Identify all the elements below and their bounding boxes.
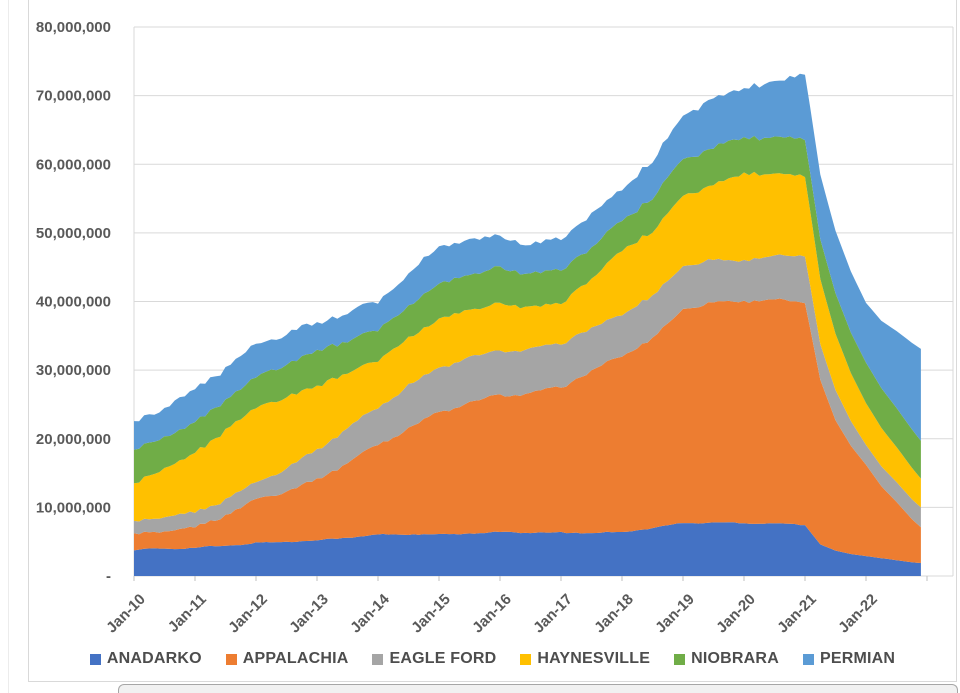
chart-object[interactable]: 80,000,000 70,000,000 60,000,000 50,000,000… <box>28 0 957 682</box>
y-tick-label: 80,000,000 <box>36 19 111 36</box>
legend-marker <box>89 653 101 665</box>
x-tick-label: Jan-18 <box>591 591 637 637</box>
area-series-anadarko[interactable] <box>134 522 921 576</box>
y-tick-label: 20,000,000 <box>36 431 111 448</box>
legend-marker <box>225 653 237 665</box>
legend-marker <box>520 653 532 665</box>
bottom-scroll-control[interactable] <box>118 684 958 693</box>
legend-item-anadarko[interactable]: ANADARKO <box>89 650 202 668</box>
area-series-haynesville[interactable] <box>134 171 921 522</box>
x-tick-label: Jan-17 <box>530 591 576 637</box>
legend-item-niobrara[interactable]: NIOBRARA <box>674 650 779 668</box>
legend-marker <box>372 653 384 665</box>
y-tick-label: - <box>106 568 111 585</box>
y-tick-label: 30,000,000 <box>36 362 111 379</box>
y-tick-label: 50,000,000 <box>36 225 111 242</box>
x-tick-label: Jan-15 <box>408 591 454 637</box>
legend-marker <box>674 653 686 665</box>
x-axis-ticks <box>133 576 928 581</box>
legend-item-appalachia[interactable]: APPALACHIA <box>225 650 349 668</box>
legend-label: EAGLE FORD <box>389 650 497 667</box>
area-series-eagle-ford[interactable] <box>134 254 921 535</box>
x-tick-label: Jan-21 <box>774 591 820 637</box>
y-tick-label: 70,000,000 <box>36 88 111 105</box>
x-tick-label: Jan-20 <box>713 591 759 637</box>
x-tick-label: Jan-13 <box>286 591 332 637</box>
x-tick-label: Jan-14 <box>347 590 393 636</box>
legend-label: PERMIAN <box>819 650 896 667</box>
legend-item-eagle-ford[interactable]: EAGLE FORD <box>372 650 496 668</box>
y-axis-labels[interactable]: 80,000,000 70,000,000 60,000,000 50,000,000… <box>36 19 111 585</box>
legend-label: NIOBRARA <box>691 650 779 667</box>
legend-label: APPALACHIA <box>242 650 349 667</box>
area-series-permian[interactable] <box>134 73 921 450</box>
legend-marker <box>802 653 814 665</box>
stacked-areas <box>134 73 921 576</box>
x-tick-label: Jan-16 <box>469 591 515 637</box>
legend-label: ANADARKO <box>106 650 202 667</box>
legend-item-haynesville[interactable]: HAYNESVILLE <box>520 650 650 668</box>
x-tick-label: Jan-11 <box>165 591 210 636</box>
chart-canvas[interactable]: 80,000,000 70,000,000 60,000,000 50,000,000… <box>29 0 958 682</box>
x-axis-labels[interactable]: Jan-10 Jan-11 Jan-12 Jan-13 Jan-14 Jan-15 Jan-… <box>103 590 881 636</box>
chart-legend: ANADARKO APPALACHIA EAGLE FORD HAYNESVILLE N… <box>29 650 956 668</box>
x-tick-label: Jan-12 <box>225 591 271 637</box>
y-tick-label: 60,000,000 <box>36 156 111 173</box>
x-tick-label: Jan-22 <box>835 591 881 637</box>
area-series-appalachia[interactable] <box>134 298 921 564</box>
worksheet-gridline <box>8 0 9 693</box>
y-tick-label: 10,000,000 <box>36 499 111 516</box>
x-tick-label: Jan-19 <box>652 591 698 637</box>
legend-item-permian[interactable]: PERMIAN <box>802 650 896 668</box>
x-tick-label: Jan-10 <box>103 591 149 637</box>
legend-label: HAYNESVILLE <box>537 650 651 667</box>
y-tick-label: 40,000,000 <box>36 294 111 311</box>
